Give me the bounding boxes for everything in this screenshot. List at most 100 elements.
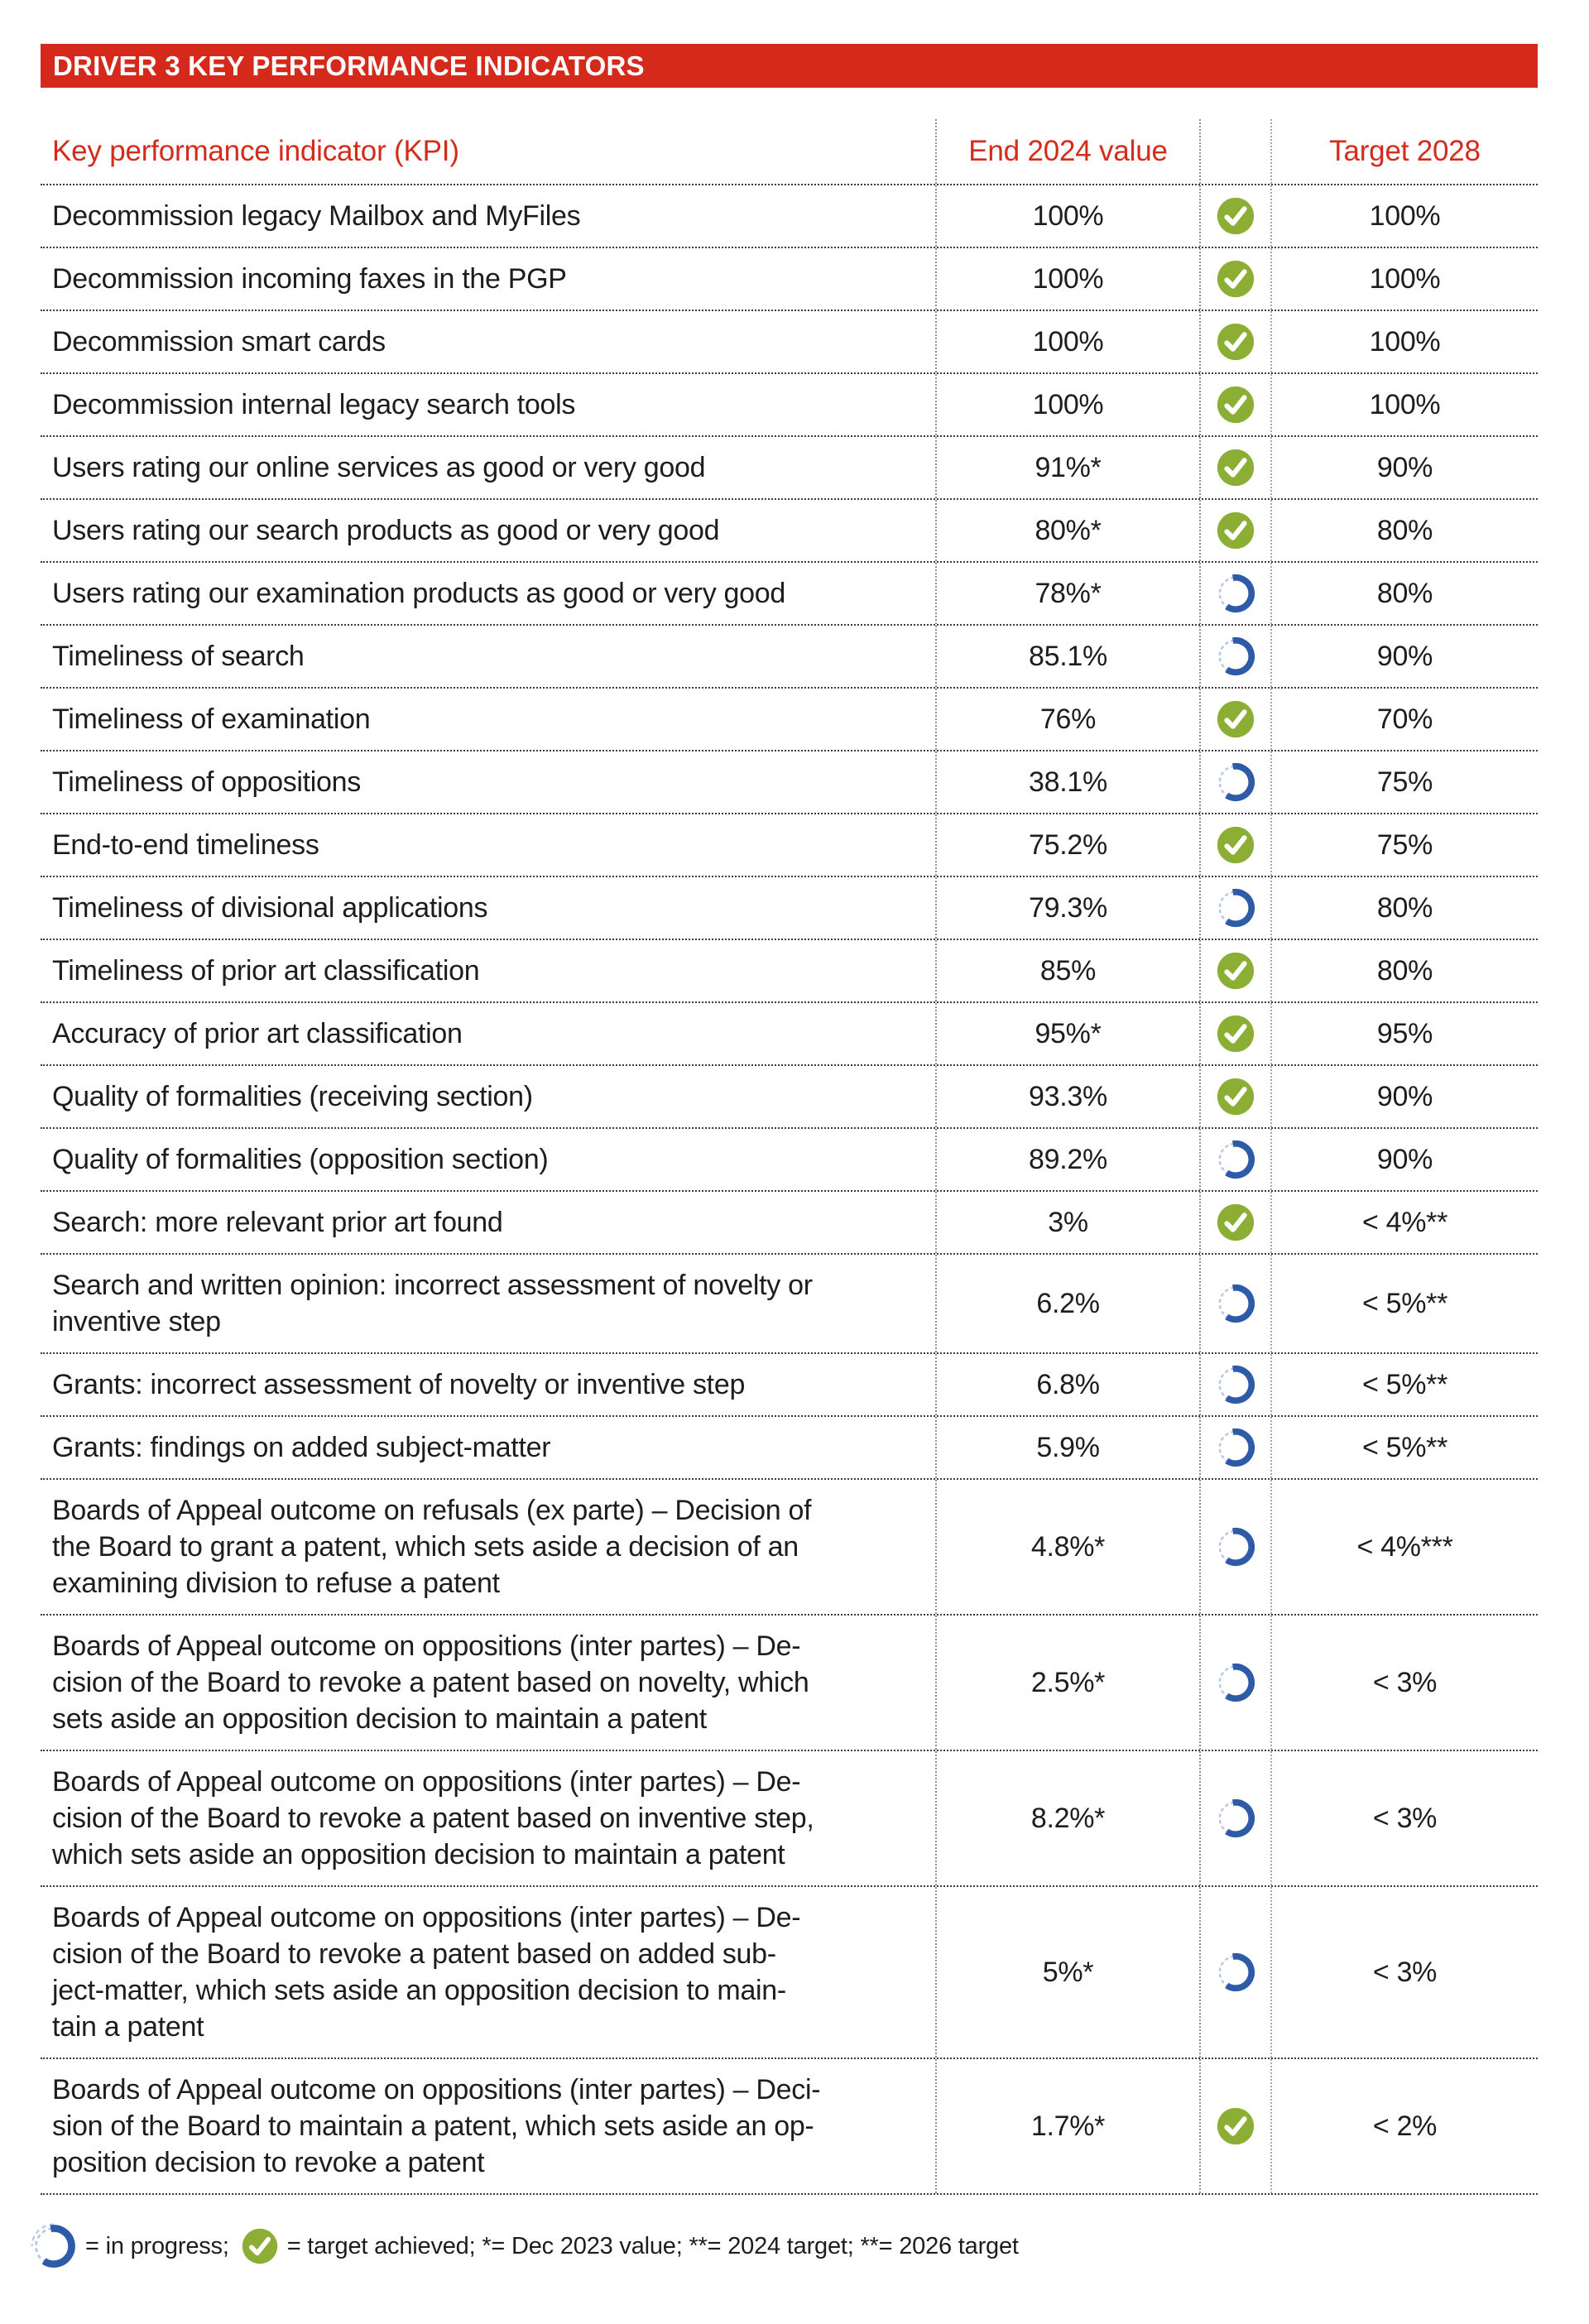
end-2024-value: 78%*: [935, 563, 1199, 624]
target-2028-value: < 2%: [1270, 2059, 1538, 2193]
target-2028-value: < 3%: [1270, 1616, 1538, 1750]
in-progress-ring-icon: [31, 2223, 77, 2269]
target-achieved-check-circle-icon: [1216, 951, 1255, 991]
column-header-kpi: Key performance indicator (KPI): [52, 135, 459, 167]
in-progress-ring-icon: [1215, 1662, 1256, 1703]
end-2024-value: 3%: [935, 1192, 1199, 1253]
kpi-label: Boards of Appeal outcome on oppositions …: [52, 2074, 821, 2178]
end-2024-value: 75.2%: [935, 814, 1199, 876]
end-2024-value: 85%: [935, 940, 1199, 1001]
table-row: Timeliness of oppositions 38.1% 75%: [41, 751, 1538, 814]
table-row: Accuracy of prior art classification 95%*…: [41, 1003, 1538, 1066]
target-achieved-check-circle-icon: [1216, 322, 1255, 362]
status-cell: [1199, 814, 1270, 876]
status-cell: [1199, 626, 1270, 687]
target-2028-value: 90%: [1270, 626, 1538, 687]
kpi-label: Decommission legacy Mailbox and MyFiles: [52, 200, 581, 232]
status-cell: [1199, 1003, 1270, 1064]
table-row: Boards of Appeal outcome on refusals (ex…: [41, 1480, 1538, 1616]
target-achieved-check-circle-icon: [1216, 259, 1255, 299]
target-achieved-check-circle-icon: [1216, 825, 1255, 865]
status-cell: [1199, 1354, 1270, 1415]
status-cell: [1199, 689, 1270, 750]
section-banner: DRIVER 3 KEY PERFORMANCE INDICATORS: [41, 44, 1538, 88]
status-cell: [1199, 2059, 1270, 2193]
target-2028-value: 80%: [1270, 940, 1538, 1001]
target-achieved-check-circle-icon: [1216, 2106, 1255, 2146]
status-cell: [1199, 500, 1270, 561]
section-banner-title: DRIVER 3 KEY PERFORMANCE INDICATORS: [53, 50, 645, 81]
end-2024-value: 6.8%: [935, 1354, 1199, 1415]
in-progress-ring-icon: [1215, 573, 1256, 614]
target-2028-value: 90%: [1270, 1129, 1538, 1190]
end-2024-value: 8.2%*: [935, 1751, 1199, 1885]
in-progress-ring-icon: [1215, 1798, 1256, 1839]
end-2024-value: 2.5%*: [935, 1616, 1199, 1750]
kpi-label: Timeliness of oppositions: [52, 766, 361, 798]
end-2024-value: 76%: [935, 689, 1199, 750]
status-cell: [1199, 877, 1270, 939]
target-achieved-check-circle-icon: [1216, 385, 1255, 425]
table-row: Decommission smart cards 100% 100%: [41, 311, 1538, 374]
kpi-label: Users rating our examination products as…: [52, 578, 785, 609]
table-row: Timeliness of examination 76% 70%: [41, 689, 1538, 751]
table-row: Search: more relevant prior art found 3% <…: [41, 1192, 1538, 1255]
status-cell: [1199, 1480, 1270, 1614]
target-achieved-check-circle-icon: [1216, 699, 1255, 739]
target-2028-value: 90%: [1270, 437, 1538, 498]
target-2028-value: 80%: [1270, 877, 1538, 939]
kpi-label: Quality of formalities (receiving sectio…: [52, 1081, 533, 1112]
status-cell: [1199, 437, 1270, 498]
target-achieved-check-circle-icon: [1216, 1203, 1255, 1242]
legend-in-progress-label: = in progress;: [85, 2232, 229, 2259]
end-2024-value: 100%: [935, 248, 1199, 310]
target-2028-value: < 4%**: [1270, 1192, 1538, 1253]
target-2028-value: < 5%**: [1270, 1255, 1538, 1352]
table-row: End-to-end timeliness 75.2% 75%: [41, 814, 1538, 877]
status-cell: [1199, 1129, 1270, 1190]
end-2024-value: 100%: [935, 185, 1199, 247]
table-row: Decommission legacy Mailbox and MyFiles 1…: [41, 185, 1538, 248]
kpi-label: Boards of Appeal outcome on refusals (ex…: [52, 1495, 812, 1599]
status-cell: [1199, 940, 1270, 1001]
legend-achieved-label: = target achieved; *= Dec 2023 value; **…: [286, 2232, 1019, 2259]
target-achieved-check-circle-icon: [1216, 448, 1255, 487]
end-2024-value: 5%*: [935, 1887, 1199, 2058]
in-progress-ring-icon: [1215, 1283, 1256, 1324]
table-row: Quality of formalities (receiving sectio…: [41, 1066, 1538, 1129]
end-2024-value: 100%: [935, 311, 1199, 372]
target-2028-value: < 3%: [1270, 1887, 1538, 2058]
status-cell: [1199, 1887, 1270, 2058]
end-2024-value: 93.3%: [935, 1066, 1199, 1127]
kpi-label: Search and written opinion: incorrect as…: [52, 1270, 813, 1337]
column-header-status: [1199, 119, 1270, 184]
status-cell: [1199, 1417, 1270, 1478]
kpi-label: Timeliness of examination: [52, 703, 371, 735]
status-cell: [1199, 1255, 1270, 1352]
status-cell: [1199, 311, 1270, 372]
end-2024-value: 38.1%: [935, 751, 1199, 813]
table-row: Timeliness of search 85.1% 90%: [41, 626, 1538, 689]
target-achieved-check-circle-icon: [1216, 511, 1255, 550]
kpi-label: Boards of Appeal outcome on oppositions …: [52, 1630, 809, 1735]
table-row: Decommission incoming faxes in the PGP 10…: [41, 248, 1538, 311]
in-progress-ring-icon: [1215, 1427, 1256, 1468]
status-cell: [1199, 374, 1270, 435]
status-cell: [1199, 1066, 1270, 1127]
end-2024-value: 6.2%: [935, 1255, 1199, 1352]
target-2028-value: < 5%**: [1270, 1354, 1538, 1415]
target-2028-value: 100%: [1270, 248, 1538, 310]
table-row: Boards of Appeal outcome on oppositions …: [41, 2059, 1538, 2195]
in-progress-ring-icon: [1215, 636, 1256, 677]
kpi-label: Decommission smart cards: [52, 326, 386, 358]
table-row: Boards of Appeal outcome on oppositions …: [41, 1751, 1538, 1887]
end-2024-value: 5.9%: [935, 1417, 1199, 1478]
target-2028-value: 100%: [1270, 185, 1538, 247]
status-cell: [1199, 1751, 1270, 1885]
in-progress-ring-icon: [1215, 1364, 1256, 1405]
kpi-label: Boards of Appeal outcome on oppositions …: [52, 1902, 801, 2043]
table-header-row: Key performance indicator (KPI) End 2024…: [41, 119, 1538, 185]
kpi-label: Timeliness of search: [52, 641, 305, 672]
status-cell: [1199, 1192, 1270, 1253]
